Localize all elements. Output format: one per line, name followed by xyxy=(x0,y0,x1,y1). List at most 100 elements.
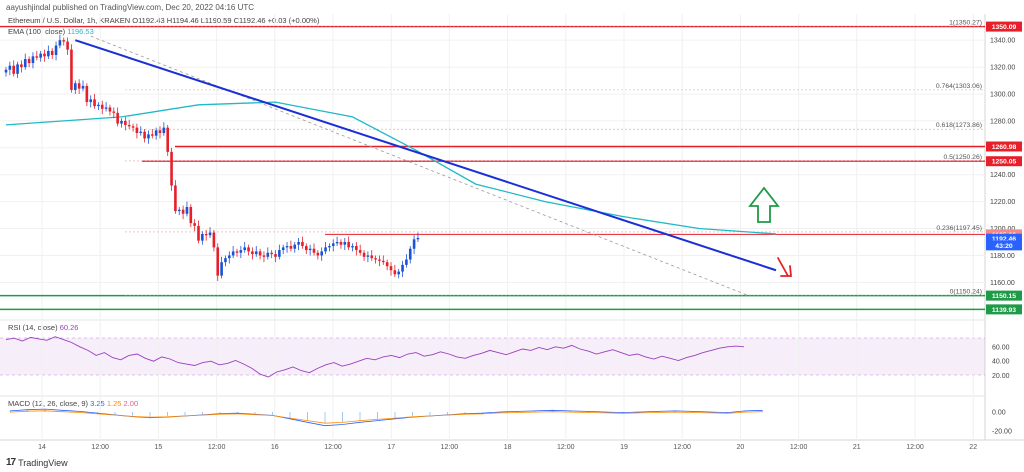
candle-body xyxy=(285,246,289,248)
x-tick-label: 12:00 xyxy=(673,444,691,451)
candle-body xyxy=(35,56,39,58)
candle-body xyxy=(143,131,146,139)
candle-body xyxy=(204,233,208,236)
price-badge-label: 1250.05 xyxy=(992,159,1017,166)
candle-body xyxy=(131,126,135,128)
candle-body xyxy=(305,246,308,251)
price-badge xyxy=(986,141,1022,152)
candle-body xyxy=(23,59,27,68)
candle-body xyxy=(62,40,66,42)
candle-body xyxy=(358,250,362,253)
candle-body xyxy=(297,242,300,245)
candle-body xyxy=(81,85,85,89)
price-badge-label: 1350.09 xyxy=(992,24,1017,31)
rsi-tick-label: 60.00 xyxy=(992,344,1010,351)
candle-body xyxy=(135,127,139,134)
candle-body xyxy=(316,252,320,256)
candle-body xyxy=(85,85,89,103)
candle-body xyxy=(116,112,119,124)
candle-body xyxy=(281,247,285,251)
candle-body xyxy=(174,185,177,212)
candle-body xyxy=(416,237,420,240)
candle-body xyxy=(378,259,381,261)
candle-body xyxy=(124,120,127,125)
candle-body xyxy=(177,209,181,212)
candle-body xyxy=(243,247,246,251)
brand-name: TradingView xyxy=(18,457,68,468)
rsi-tick-label: 40.00 xyxy=(992,359,1010,366)
candle-body xyxy=(151,134,154,136)
symbol-legend: Ethereum / U.S. Dollar, 1h, KRAKEN O1192… xyxy=(8,16,319,25)
symbol-label: Ethereum / U.S. Dollar, 1h, KRAKEN xyxy=(8,16,131,25)
candle-body xyxy=(366,255,370,257)
macd-label: MACD (12, 26, close, 9) xyxy=(8,399,89,408)
candle-body xyxy=(412,239,416,249)
candle-body xyxy=(385,262,389,267)
macd-signal-line xyxy=(9,410,763,424)
price-tick-label: 1180.00 xyxy=(990,253,1015,260)
price-tick-label: 1220.00 xyxy=(990,199,1015,206)
fib-level-label: 0.236(1197.45) xyxy=(936,225,982,232)
candle-body xyxy=(104,107,108,109)
candle-body xyxy=(312,248,316,253)
rsi-band xyxy=(0,338,985,375)
down-arrow-icon xyxy=(777,257,792,277)
candle-body xyxy=(97,104,100,107)
ema-line xyxy=(5,101,777,235)
price-badge-label: 43:20 xyxy=(995,243,1013,250)
candle-body xyxy=(220,262,223,276)
price-tick-label: 1300.00 xyxy=(990,92,1015,99)
candle-body xyxy=(139,131,143,134)
x-tick-label: 12:00 xyxy=(91,444,109,451)
candle-body xyxy=(254,251,258,255)
bearish-trendline xyxy=(74,39,777,272)
candle-body xyxy=(374,258,377,260)
candle-body xyxy=(212,232,216,248)
candle-body xyxy=(147,134,150,139)
macd-value-2: 1.25 xyxy=(106,399,122,408)
top-bar: aayushjindal published on TradingView.co… xyxy=(0,0,1024,14)
candle-body xyxy=(189,207,193,224)
price-badge-label: 1192.46 xyxy=(992,236,1016,243)
rsi-legend: RSI (14, close) 60.26 xyxy=(8,323,78,332)
footer-brand: 17 TradingView xyxy=(6,457,68,468)
macd-tick-label: 0.00 xyxy=(992,410,1006,417)
x-tick-label: 14 xyxy=(38,444,46,451)
candle-body xyxy=(70,49,73,90)
candle-body xyxy=(270,252,273,255)
up-arrow-icon xyxy=(748,186,780,223)
candle-body xyxy=(247,247,250,252)
x-tick-label: 18 xyxy=(504,444,512,451)
fib-level-label: 1(1350.27) xyxy=(949,19,982,26)
candle-body xyxy=(362,252,366,257)
candle-body xyxy=(289,246,293,249)
candle-body xyxy=(208,232,212,236)
candle-body xyxy=(31,56,35,64)
candle-body xyxy=(181,209,185,214)
candle-body xyxy=(278,250,281,257)
x-tick-label: 12:00 xyxy=(790,444,808,451)
candle-body xyxy=(16,64,19,74)
price-badge xyxy=(986,233,1022,244)
candle-body xyxy=(58,40,62,46)
ohlc-values: O1192.43 H1194.46 L1190.59 C1192.46 +0.0… xyxy=(132,16,320,25)
candle-body xyxy=(351,246,354,248)
candle-body xyxy=(12,65,15,74)
candle-body xyxy=(158,130,162,134)
price-badge xyxy=(986,290,1022,301)
x-tick-label: 19 xyxy=(620,444,628,451)
candle-body xyxy=(93,99,96,107)
candle-body xyxy=(54,45,58,55)
candle-body xyxy=(77,83,81,89)
price-badge xyxy=(986,304,1022,315)
candle-body xyxy=(27,59,31,64)
ema-value: 1196.53 xyxy=(67,27,94,36)
candle-body xyxy=(74,83,77,90)
candle-body xyxy=(324,247,327,252)
fib-level-label: 0.764(1303.06) xyxy=(936,83,982,90)
ema-legend: EMA (100, close) 1196.53 xyxy=(8,27,94,36)
candle-body xyxy=(162,127,166,134)
candle-body xyxy=(382,260,385,263)
candle-body xyxy=(347,242,350,248)
